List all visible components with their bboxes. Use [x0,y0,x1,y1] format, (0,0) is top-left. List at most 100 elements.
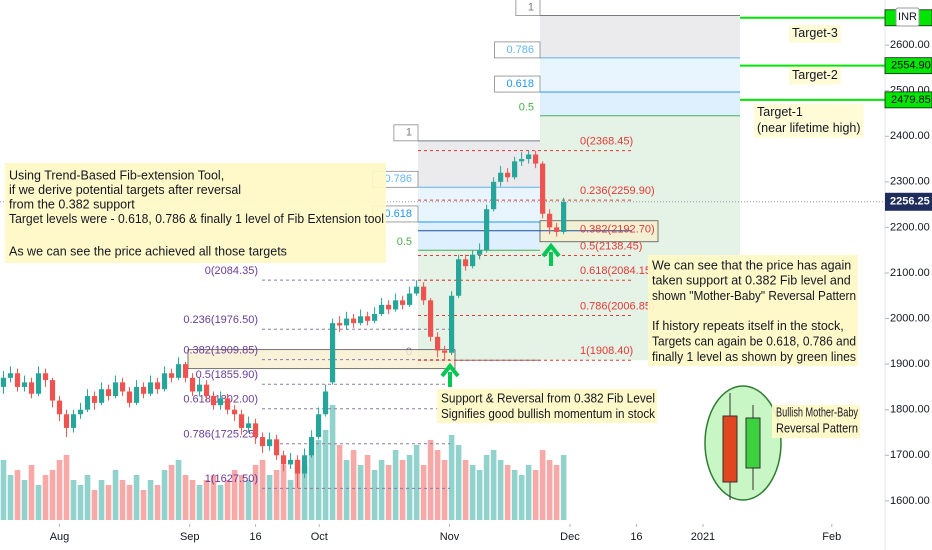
icon-candle [722,415,738,483]
candle-body [42,373,49,381]
fib-band [418,140,540,188]
candle-body [413,286,420,294]
volume-bar [98,480,105,520]
candle-body [287,459,294,465]
candle-body [14,373,21,387]
annotation-text: If history repeats itself in the stock, [652,319,844,333]
candle-body [154,382,161,390]
volume-bar [154,485,161,520]
volume-bar [70,480,77,520]
y-tick-label: 2000.00 [890,312,930,324]
fib-retracement-label: 0.382(1909.85) [183,345,258,357]
volume-bar [434,450,441,520]
candle-body [217,398,224,406]
candle-body [210,396,217,406]
candle-body [231,409,238,415]
y-tick-label: 1700.00 [890,449,930,461]
annotation-text: Support & Reversal from 0.382 Fib Level [441,391,655,405]
y-tick-label: 2200.00 [890,221,930,233]
x-tick-label: 16 [630,531,642,543]
fib-retracement-label: 1(1627.50) [205,473,258,485]
volume-bar [518,475,525,520]
volume-bar [28,465,35,520]
fib-level-label: 0.618 [506,78,534,90]
volume-bar [140,490,147,520]
annotation-text: Bullish Mother-Baby [776,405,859,419]
volume-bar [560,455,567,520]
annotation-text: if we derive potential targets after rev… [9,183,241,197]
candle-body [547,213,553,228]
target-price-text: 2479.85 [891,94,931,106]
volume-bar [84,475,91,520]
candle-body [112,382,119,397]
volume-bar [245,480,252,520]
volume-bar [497,460,504,520]
fib-retracement-label: 0.382(2192.70) [580,224,655,236]
candle-body [238,414,245,428]
volume-bar [259,460,266,520]
currency-label: INR [898,11,917,23]
candle-body [77,409,84,415]
volume-bar [462,460,469,520]
volume-bar [0,460,7,520]
volume-bar [315,440,322,520]
volume-bar [196,485,203,520]
candle-body [140,386,147,394]
annotation-text: Signifies good bullish momentum in stock [441,407,656,421]
volume-bar [161,470,168,520]
candle-body [378,304,385,315]
candle-body [0,377,7,387]
target-note: (near lifetime high) [757,121,861,135]
volume-bar [210,475,217,520]
overlay-layer: Using Trend-Based Fib-extension Tool,if … [5,163,860,501]
candle-body [98,389,105,403]
candle-body [554,227,560,232]
candle-body [182,364,189,378]
target-label: Target-3 [792,26,838,40]
volume-bar [77,485,84,520]
candle-body [491,181,497,210]
x-tick-label: Feb [822,531,841,543]
fib-band [540,15,740,58]
volume-bar [329,405,336,520]
annotation-box [648,255,858,366]
fib-retracement-label: 0(2368.45) [580,136,633,148]
fib-band [418,221,540,251]
fib-retracement-label: 1(1908.40) [580,345,633,357]
fib-retracement-label: 0(2084.35) [205,265,258,277]
volume-bar [385,465,392,520]
volume-bar [217,485,224,520]
candle-body [385,304,392,310]
last-price-text: 2256.25 [890,196,930,208]
volume-bar [7,475,14,520]
x-tick-label: Nov [440,531,460,543]
volume-bar [441,460,448,520]
candle-body [329,323,336,383]
volume-bar [49,470,56,520]
volume-bar [357,465,364,520]
candle-body [56,400,63,415]
volume-bar [238,475,245,520]
volume-bar [147,480,154,520]
target-price-text: 2554.90 [891,60,931,72]
volume-bar [91,490,98,520]
fib-retracement-label: 0.236(2259.90) [580,185,655,197]
volume-bar [336,445,343,520]
annotation-text: Using Trend-Based Fib-extension Tool, [9,168,224,182]
candle-body [133,386,140,403]
volume-bar [532,470,539,520]
volume-bar [133,475,140,520]
volume-bar [287,480,294,520]
key-level-box [187,349,456,370]
candle-body [427,300,434,337]
volume-bar [490,450,497,520]
fib-retracement-label: 0.618(2084.15) [580,265,655,277]
fib-retracement-label: 0.786(2006.85) [580,300,655,312]
candle-body [357,316,364,324]
candle-body [259,437,266,447]
fib-level-label: 0.786 [384,173,412,185]
fib-retracement-label: 0.5(2138.45) [580,240,642,252]
candle-body [456,259,462,296]
volume-bar [42,475,49,520]
candle-body [126,391,133,403]
